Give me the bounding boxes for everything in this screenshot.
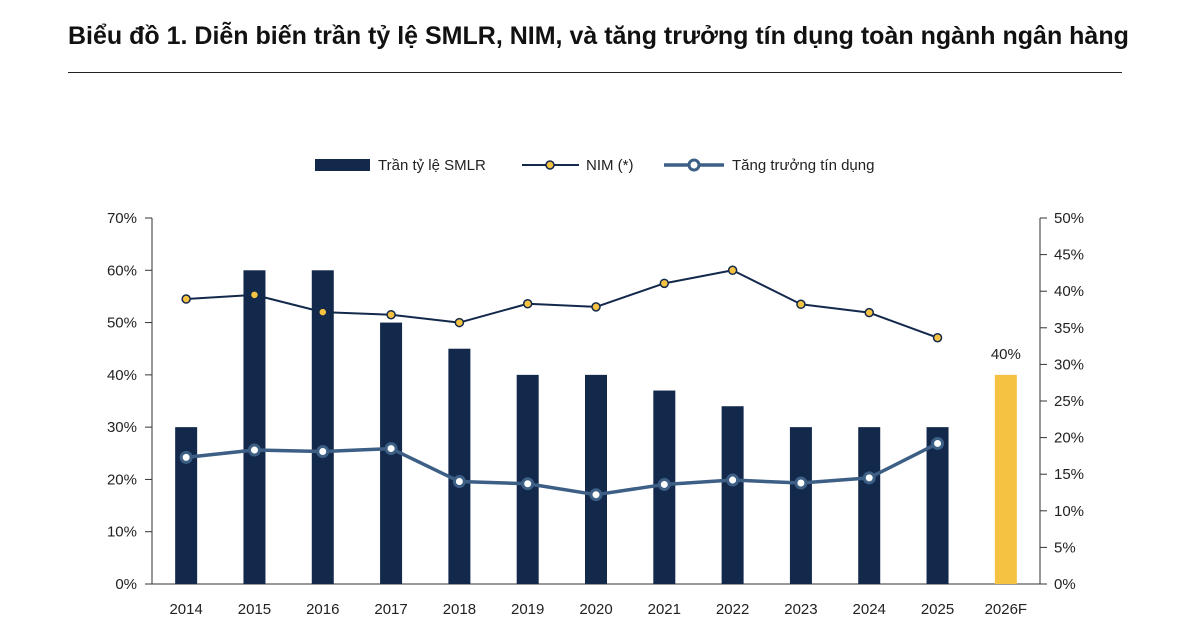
nim-point — [181, 294, 191, 304]
x-axis-tick-label: 2017 — [374, 601, 407, 618]
nim-point — [386, 309, 396, 320]
left-axis-tick-label: 10% — [107, 524, 137, 541]
nim-point — [318, 307, 328, 317]
right-axis-tick-label: 40% — [1054, 283, 1084, 300]
nim-point — [454, 317, 465, 328]
right-axis-tick-label: 45% — [1054, 247, 1084, 264]
nim-line — [186, 269, 938, 339]
nim-point — [522, 298, 533, 309]
bar — [585, 374, 607, 584]
right-axis-tick-label: 35% — [1054, 320, 1084, 337]
right-axis-tick-label: 15% — [1054, 466, 1084, 483]
credit-growth-point — [657, 477, 671, 491]
x-axis-tick-label: 2026F — [985, 601, 1028, 618]
legend-label: NIM (*) — [586, 157, 634, 174]
left-axis-tick-label: 20% — [107, 471, 137, 488]
bar — [175, 427, 198, 584]
x-axis-tick-label: 2024 — [853, 601, 886, 618]
x-axis-tick-label: 2022 — [716, 601, 749, 618]
credit-growth-point — [931, 436, 945, 450]
legend-label: Tăng trưởng tín dụng — [732, 157, 874, 174]
credit-growth-point — [862, 471, 876, 485]
legend-item-credit-growth: Tăng trưởng tín dụng — [664, 157, 874, 174]
bar — [858, 427, 881, 584]
legend-swatch-marker — [545, 160, 555, 170]
nim-point — [591, 302, 601, 312]
x-axis: 2014 2015 2016 2017 2018 2019 2020 2021 2022 2023… — [152, 583, 1040, 618]
left-y-axis: 0% 10% 20% 30% 40% 50% 60% 70% — [107, 210, 153, 593]
x-axis-tick-label: 2014 — [169, 601, 202, 618]
x-axis-tick-label: 2018 — [443, 601, 476, 618]
left-axis-tick-label: 30% — [107, 419, 137, 436]
right-y-axis: 0% 5% 10% 15% 20% 25% 30% 35% 40% 45% 50% — [1039, 210, 1084, 593]
x-axis-tick-label: 2025 — [921, 601, 954, 618]
page-title: Biểu đồ 1. Diễn biến trần tỷ lệ SMLR, NI… — [68, 22, 1129, 50]
nim-point — [864, 307, 874, 318]
credit-growth-point — [794, 476, 808, 490]
legend-label: Trần tỷ lệ SMLR — [378, 157, 486, 174]
bar — [448, 348, 471, 584]
x-axis-tick-label: 2023 — [784, 601, 817, 618]
credit-growth-point — [589, 488, 603, 502]
right-axis-tick-label: 20% — [1054, 430, 1084, 447]
bar — [926, 427, 949, 584]
x-axis-tick-label: 2021 — [648, 601, 681, 618]
x-axis-tick-label: 2015 — [238, 601, 271, 618]
x-axis-tick-label: 2019 — [511, 601, 544, 618]
right-axis-tick-label: 25% — [1054, 393, 1084, 410]
credit-growth-point — [384, 442, 398, 456]
nim-point — [249, 290, 260, 300]
legend-swatch-bar — [315, 159, 370, 171]
bar — [243, 270, 266, 584]
credit-growth-point — [247, 443, 261, 457]
line-series — [179, 265, 945, 502]
legend-item-nim: NIM (*) — [522, 157, 634, 174]
legend: Trần tỷ lệ SMLR NIM (*) Tăng trưởng tín dụ… — [315, 157, 874, 174]
x-axis-tick-label: 2020 — [579, 601, 612, 618]
credit-growth-point — [316, 445, 330, 459]
legend-item-smlr: Trần tỷ lệ SMLR — [315, 157, 486, 174]
left-axis-tick-label: 60% — [107, 262, 137, 279]
right-axis-tick-label: 30% — [1054, 356, 1084, 373]
x-axis-tick-label: 2016 — [306, 601, 339, 618]
left-axis-tick-label: 50% — [107, 315, 137, 332]
data-labels: 40% — [991, 346, 1021, 363]
nim-point — [727, 265, 738, 276]
credit-growth-point — [726, 473, 740, 487]
bar — [311, 270, 334, 584]
credit-growth-point — [521, 477, 535, 491]
credit-growth-line — [185, 441, 939, 497]
right-axis-tick-label: 5% — [1054, 539, 1076, 556]
right-axis-tick-label: 10% — [1054, 503, 1084, 520]
left-axis-tick-label: 40% — [107, 367, 137, 384]
nim-point — [796, 299, 806, 310]
left-axis-tick-label: 0% — [115, 576, 137, 593]
credit-growth-point — [179, 450, 193, 464]
nim-point — [932, 332, 943, 343]
bar — [994, 374, 1017, 584]
legend-swatch-marker — [687, 158, 701, 172]
bar-series — [175, 270, 1017, 584]
bar — [789, 427, 812, 584]
bar — [721, 406, 744, 584]
data-label: 40% — [991, 346, 1021, 363]
credit-growth-point — [452, 475, 466, 489]
right-axis-tick-label: 0% — [1054, 576, 1076, 593]
nim-point — [659, 278, 670, 289]
right-axis-tick-label: 50% — [1054, 210, 1084, 227]
left-axis-tick-label: 70% — [107, 210, 137, 227]
title-divider — [68, 72, 1122, 73]
